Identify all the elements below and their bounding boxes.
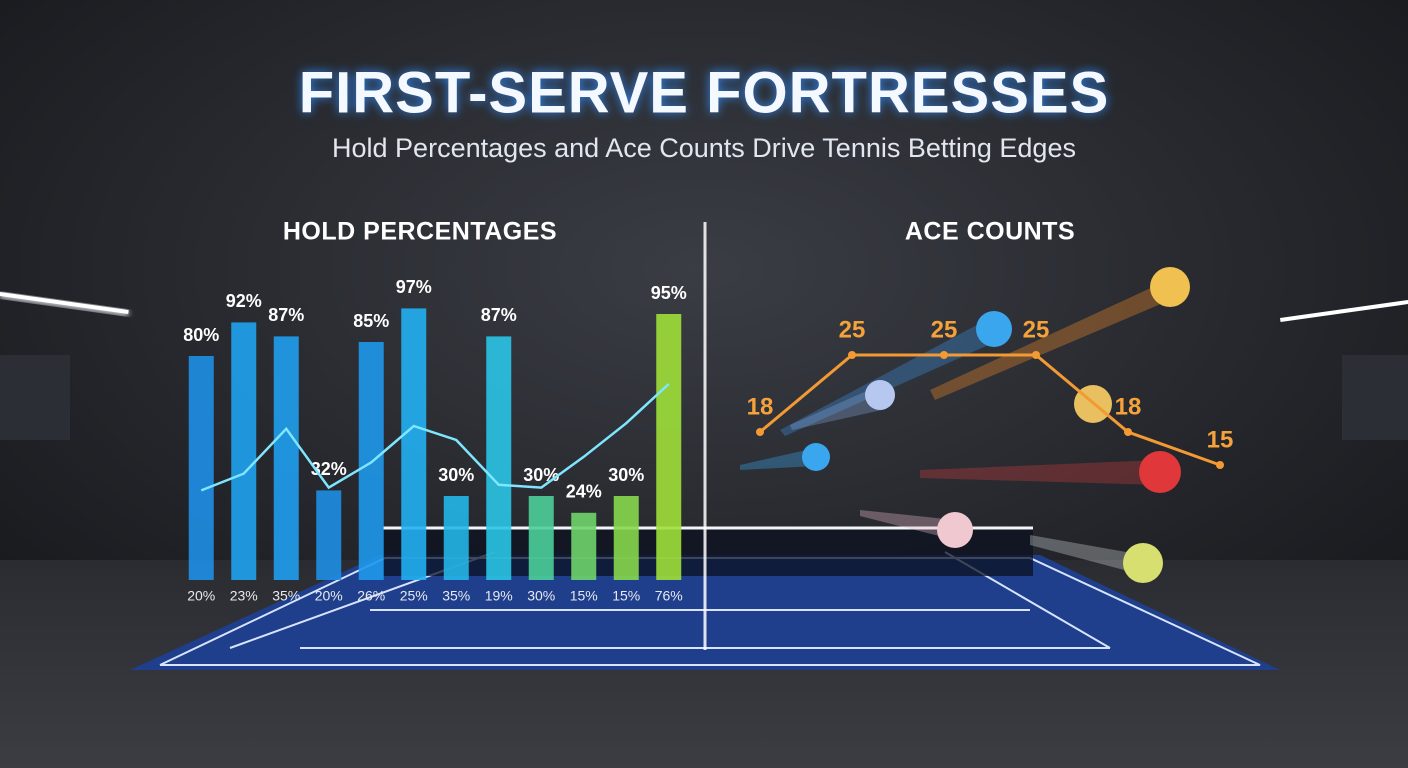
ace-point [940,351,948,359]
chart-title: HOLD PERCENTAGES [283,218,557,246]
value-label: 25 [839,316,866,343]
x-tick-label: 76% [655,588,683,604]
tennis-balls [740,267,1190,583]
value-label: 92% [226,291,262,311]
x-tick-label: 20% [315,588,343,604]
value-label: 80% [183,325,219,345]
value-label: 30% [608,465,644,485]
bar [443,496,469,580]
value-label: 24% [566,482,602,502]
scoreboard [1342,355,1408,440]
ace-point [756,428,764,436]
value-label: 85% [353,311,389,331]
ace-line [759,353,1221,467]
net [383,528,1033,576]
chart-title: ACE COUNTS [905,218,1075,246]
value-label: 15 [1207,426,1234,453]
title: FIRST-SERVE FORTRESSES [299,60,1110,125]
value-label: 30% [438,465,474,485]
bar [231,322,257,580]
bar [613,496,639,580]
x-tick-label: 20% [187,588,215,604]
ace-point [1124,428,1132,436]
trend-line [200,383,670,492]
ace-point [1032,351,1040,359]
x-tick-label: 35% [272,588,300,604]
bar [571,512,597,580]
ace-point [848,351,856,359]
value-label: 87% [268,305,304,325]
bar [273,336,299,580]
x-tick-label: 25% [400,588,428,604]
subtitle: Hold Percentages and Ace Counts Drive Te… [332,133,1076,163]
x-tick-label: 19% [485,588,513,604]
value-label: 18 [1115,393,1142,420]
bar [316,490,342,580]
value-label: 30% [523,465,559,485]
value-label: 97% [396,277,432,297]
value-label: 18 [747,393,774,420]
bar [656,314,682,580]
x-tick-label: 15% [570,588,598,604]
light [0,292,129,315]
bar [528,496,554,580]
ace-point [1216,461,1224,469]
x-tick-label: 23% [230,588,258,604]
value-label: 87% [481,305,517,325]
value-label: 95% [651,283,687,303]
value-label: 25 [931,316,958,343]
x-tick-label: 15% [612,588,640,604]
x-tick-label: 35% [442,588,470,604]
light [1280,299,1408,322]
bar [188,356,214,580]
x-tick-label: 26% [357,588,385,604]
x-tick-label: 30% [527,588,555,604]
scoreboard [0,355,70,440]
bar [401,308,427,580]
bar [486,336,512,580]
value-label: 25 [1023,316,1050,343]
